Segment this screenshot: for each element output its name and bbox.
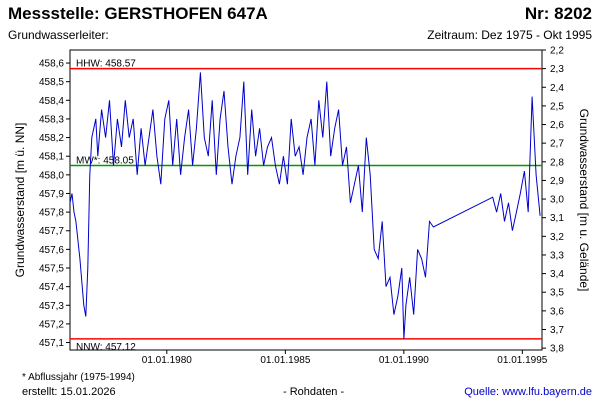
station-title: Messstelle: GERSTHOFEN 647A — [8, 4, 268, 23]
y2-tick-label: 3,6 — [550, 306, 564, 317]
y2-tick-label: 2,6 — [550, 120, 564, 131]
y2-tick-label: 3,8 — [550, 344, 564, 355]
y2-tick-label: 2,5 — [550, 101, 564, 112]
reference-lines: HHW: 458.57 MW*: 458.05 NNW: 457.12 — [70, 59, 542, 353]
series-layer — [69, 72, 541, 339]
y2-tick-label: 2,3 — [550, 64, 564, 75]
y-tick-label: 457,3 — [39, 301, 64, 312]
y-tick-label: 457,7 — [39, 226, 64, 237]
source-link[interactable]: Quelle: www.lfu.bayern.de — [464, 386, 592, 398]
x-tick-label: 01.01.1980 — [142, 355, 192, 366]
x-axis: 01.01.1980 01.01.1985 01.01.1990 01.01.1995 — [142, 350, 548, 366]
y2-tick-label: 2,4 — [550, 83, 564, 94]
footnote: * Abflussjahr (1975-1994) — [22, 372, 135, 383]
y2-tick-label: 3,3 — [550, 250, 564, 261]
y-tick-label: 458,6 — [39, 59, 64, 70]
y-axis-label-right: Grundwasserstand [m u. Gelände] — [577, 109, 591, 292]
series-line — [69, 72, 541, 339]
y-tick-label: 458,4 — [39, 96, 64, 107]
y2-tick-label: 2,7 — [550, 139, 564, 150]
reference-line-label: HHW: 458.57 — [76, 59, 136, 70]
y-tick-label: 458,0 — [39, 170, 64, 181]
y-tick-label: 457,5 — [39, 264, 64, 275]
reference-line-label: NNW: 457.12 — [76, 342, 136, 353]
y2-tick-label: 3,7 — [550, 325, 564, 336]
created-date: erstellt: 15.01.2026 — [22, 386, 116, 398]
y2-tick-label: 3,0 — [550, 195, 564, 206]
y2-tick-label: 3,2 — [550, 232, 564, 243]
y2-tick-label: 2,9 — [550, 176, 564, 187]
x-tick-label: 01.01.1985 — [260, 355, 310, 366]
y-tick-label: 458,2 — [39, 133, 64, 144]
rawdata-label: - Rohdaten - — [283, 386, 345, 398]
station-number: Nr: 8202 — [524, 4, 592, 23]
y2-tick-label: 3,5 — [550, 288, 564, 299]
y2-tick-label: 3,1 — [550, 213, 564, 224]
y-tick-label: 457,1 — [39, 338, 64, 349]
y2-tick-label: 2,2 — [550, 46, 564, 57]
y-tick-label: 457,9 — [39, 189, 64, 200]
reference-line-label: MW*: 458.05 — [76, 156, 134, 167]
period-label: Zeitraum: Dez 1975 - Okt 1995 — [427, 28, 592, 42]
aquifer-label: Grundwasserleiter: — [8, 28, 109, 42]
y-tick-label: 457,8 — [39, 208, 64, 219]
y2-tick-label: 2,8 — [550, 157, 564, 168]
plot-frame — [69, 49, 543, 351]
y-axis-label-left: Grundwasserstand [m ü. NN] — [13, 123, 27, 278]
x-tick-label: 01.01.1995 — [497, 355, 547, 366]
y2-tick-label: 3,4 — [550, 269, 564, 280]
y-axis-left: 457,1 457,2 457,3 457,4 457,5 457,6 457,7 457,8… — [39, 59, 70, 349]
y-tick-label: 458,1 — [39, 152, 64, 163]
y-tick-label: 457,4 — [39, 282, 64, 293]
y-tick-label: 457,6 — [39, 245, 64, 256]
y-tick-label: 457,2 — [39, 319, 64, 330]
y-tick-label: 458,3 — [39, 114, 64, 125]
y-axis-right: 2,2 2,3 2,4 2,5 2,6 2,7 2,8 2,9 3,0 3,1 3,2 3,3 3,4 3… — [542, 46, 564, 355]
y-tick-label: 458,5 — [39, 77, 64, 88]
x-tick-label: 01.01.1990 — [379, 355, 429, 366]
